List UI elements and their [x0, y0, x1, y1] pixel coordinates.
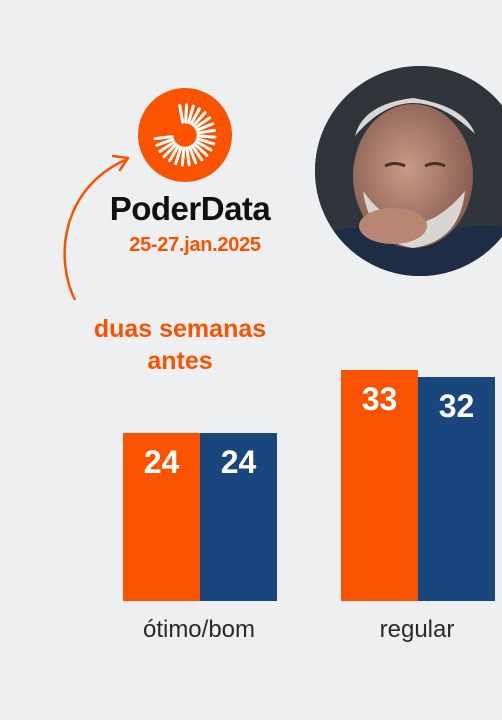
- portrait-photo: [315, 66, 502, 276]
- annotation-text: duas semanas antes: [60, 313, 300, 377]
- bar-value-label-regular-series-1: 33: [362, 381, 398, 417]
- annotation-line-1: duas semanas: [93, 315, 267, 343]
- poll-date: 25-27.jan.2025: [129, 234, 261, 256]
- bar-regular-series-2: [418, 377, 495, 601]
- category-label-regular: regular: [379, 616, 455, 643]
- bar-regular-series-1: [341, 370, 418, 601]
- brand-title: PoderData: [109, 190, 271, 227]
- curved-arrow-icon: [63, 154, 130, 301]
- sunburst-icon: [138, 88, 232, 182]
- bar-otimo-bom-series-2: [200, 433, 277, 601]
- category-label-otimo-bom: ótimo/bom: [142, 616, 256, 643]
- poderdata-logo: [137, 87, 233, 183]
- bar-value-label-otimo-bom-series-2: 24: [221, 444, 257, 480]
- bar-otimo-bom-series-1: [123, 433, 200, 601]
- annotation-line-2: antes: [147, 347, 213, 375]
- bar-value-label-regular-series-2: 32: [439, 388, 475, 424]
- bar-value-label-otimo-bom-series-1: 24: [144, 444, 180, 480]
